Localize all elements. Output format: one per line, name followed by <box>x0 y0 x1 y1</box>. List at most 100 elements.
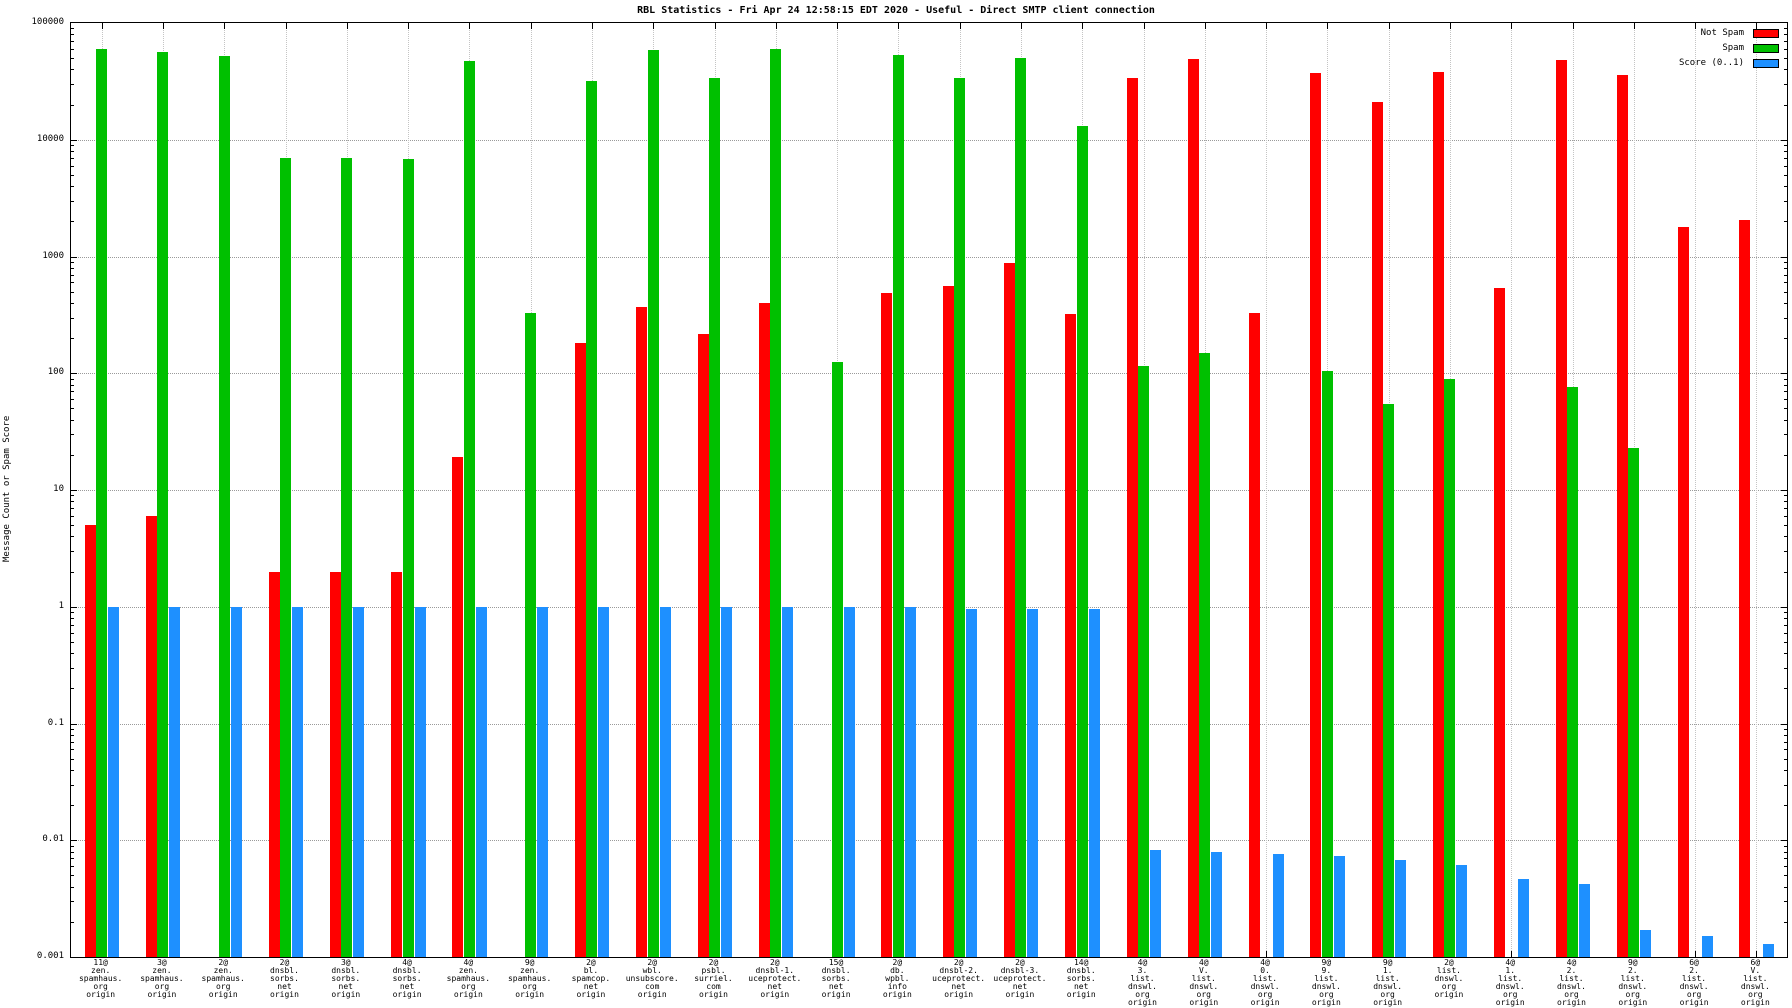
y-tick-label: 10000 <box>36 133 64 144</box>
y-major-tick <box>71 373 77 375</box>
bar-not-spam <box>329 571 341 957</box>
x-category-label-line: org <box>1564 990 1579 999</box>
bar-score-0-1 <box>230 606 242 957</box>
x-category-label-line: 2. <box>1627 966 1638 975</box>
y-minor-tick <box>1784 667 1787 669</box>
x-category-label: 11@ zen. spamhaus. org origin <box>62 959 139 999</box>
y-minor-tick <box>1784 632 1787 634</box>
x-category-label-line: org <box>522 982 537 991</box>
x-category-label-line: list. <box>1375 974 1400 983</box>
x-category-label: 4@ 3. list. dnswl. org origin <box>1104 959 1181 1007</box>
x-category-label-line: 9@ <box>1627 958 1638 967</box>
x-category-label-line: 3@ <box>157 958 167 967</box>
x-category-label: 9@ 1. list. dnswl. org origin <box>1349 959 1426 1007</box>
x-tick <box>591 23 593 29</box>
y-major-tick <box>71 490 77 491</box>
x-tick <box>898 23 900 29</box>
x-category-label: 4@ dnsbl. sorbs. net origin <box>368 959 445 999</box>
bar-not-spam <box>1739 220 1751 957</box>
y-minor-tick <box>71 41 74 43</box>
y-minor-tick <box>71 525 74 527</box>
bar-score-0-1 <box>1333 856 1345 957</box>
bar-score-0-1 <box>1027 609 1039 957</box>
bar-not-spam <box>1494 287 1506 957</box>
y-tick-label: 1000 <box>42 250 64 261</box>
y-minor-tick <box>71 69 74 71</box>
x-tick <box>1695 23 1697 29</box>
x-tick <box>1266 23 1268 29</box>
x-category-label-line: origin <box>1005 990 1035 999</box>
y-minor-tick <box>1784 58 1787 60</box>
x-category-label-line: dnswl. <box>1311 982 1341 991</box>
bar-not-spam <box>636 306 648 957</box>
x-category-label-line: 2@ <box>647 958 658 967</box>
y-major-tick <box>71 606 77 608</box>
y-minor-tick <box>1784 186 1787 188</box>
y-minor-tick <box>1784 858 1787 860</box>
y-minor-tick <box>1784 688 1787 690</box>
x-category-label-line: spamhaus. <box>507 974 552 983</box>
y-gridline <box>71 490 1787 491</box>
y-minor-tick <box>1784 749 1787 751</box>
x-category-label: 2@ zen. spamhaus. org origin <box>185 959 262 999</box>
x-category-label-line: bl. <box>583 966 599 975</box>
x-tick <box>1572 23 1574 29</box>
x-category-label-line: spamhaus. <box>78 974 123 983</box>
y-minor-tick <box>71 901 74 903</box>
x-category-label-line: spamhaus. <box>446 974 491 983</box>
y-minor-tick <box>71 151 74 153</box>
bar-spam <box>96 48 108 957</box>
x-category-label-line: list. <box>1559 974 1584 983</box>
x-category-label-line: 9@ <box>524 958 535 967</box>
y-minor-tick <box>1784 571 1787 573</box>
x-category-label-line: psbl. <box>701 966 726 975</box>
bar-score-0-1 <box>1272 853 1284 957</box>
bar-score-0-1 <box>1701 936 1713 957</box>
x-category-label-line: 2@ <box>953 958 964 967</box>
y-minor-tick <box>1784 200 1787 202</box>
x-category-label-line: zen. <box>520 966 540 975</box>
x-tick <box>775 23 777 29</box>
bar-score-0-1 <box>1579 884 1590 957</box>
y-minor-tick <box>71 501 74 503</box>
x-category-label: 4@ 1. list. dnswl. org origin <box>1472 959 1549 1007</box>
x-gridline <box>1266 23 1268 957</box>
x-category-label: 15@ dnsbl. sorbs. net origin <box>797 959 874 999</box>
y-minor-tick <box>71 728 74 730</box>
x-tick <box>1204 23 1206 29</box>
y-major-tick <box>71 256 77 258</box>
y-minor-tick <box>1784 384 1787 386</box>
y-tick-label: 0.001 <box>36 951 64 961</box>
x-category-label-line: origin <box>1740 998 1770 1007</box>
x-category-label-line: 14@ <box>1073 958 1089 967</box>
y-tick-label: 10 <box>53 484 64 494</box>
y-minor-tick <box>1784 378 1787 380</box>
y-minor-tick <box>1784 338 1787 340</box>
y-minor-tick <box>71 851 74 853</box>
x-category-label-line: origin <box>1311 998 1341 1007</box>
x-category-label-line: wpbl. <box>885 974 910 983</box>
chart-title: RBL Statistics - Fri Apr 24 12:58:15 EDT… <box>637 5 1155 16</box>
y-minor-tick <box>1784 454 1787 456</box>
y-axis-tick-labels: 100000 10000 1000 100 10 1 0.1 0.01 0.001 <box>0 17 64 961</box>
x-category-label-line: 11@ <box>93 958 108 967</box>
x-category-label-line: net <box>1073 982 1089 991</box>
x-category-label-line: list. <box>1253 974 1278 983</box>
x-category-label-line: org <box>1441 982 1457 991</box>
y-minor-tick <box>1784 391 1787 393</box>
bar-spam <box>463 61 475 957</box>
y-minor-tick <box>71 769 74 771</box>
x-category-label-line: uceprotect. <box>993 974 1047 983</box>
y-minor-tick <box>1784 267 1787 269</box>
x-category-label-line: origin <box>1128 998 1157 1007</box>
bar-spam <box>586 80 598 957</box>
bar-spam <box>525 312 537 957</box>
x-category-label-line: spamhaus. <box>201 974 245 983</box>
x-category-label-line: org <box>1625 990 1640 999</box>
x-category-label-line: origin <box>821 990 851 999</box>
x-category-label-line: 4@ <box>1505 958 1516 967</box>
bar-not-spam <box>145 515 157 957</box>
x-category-label-line: 2@ <box>769 958 780 967</box>
y-minor-tick <box>71 48 74 50</box>
x-category-label-line: wbl. <box>642 966 662 975</box>
